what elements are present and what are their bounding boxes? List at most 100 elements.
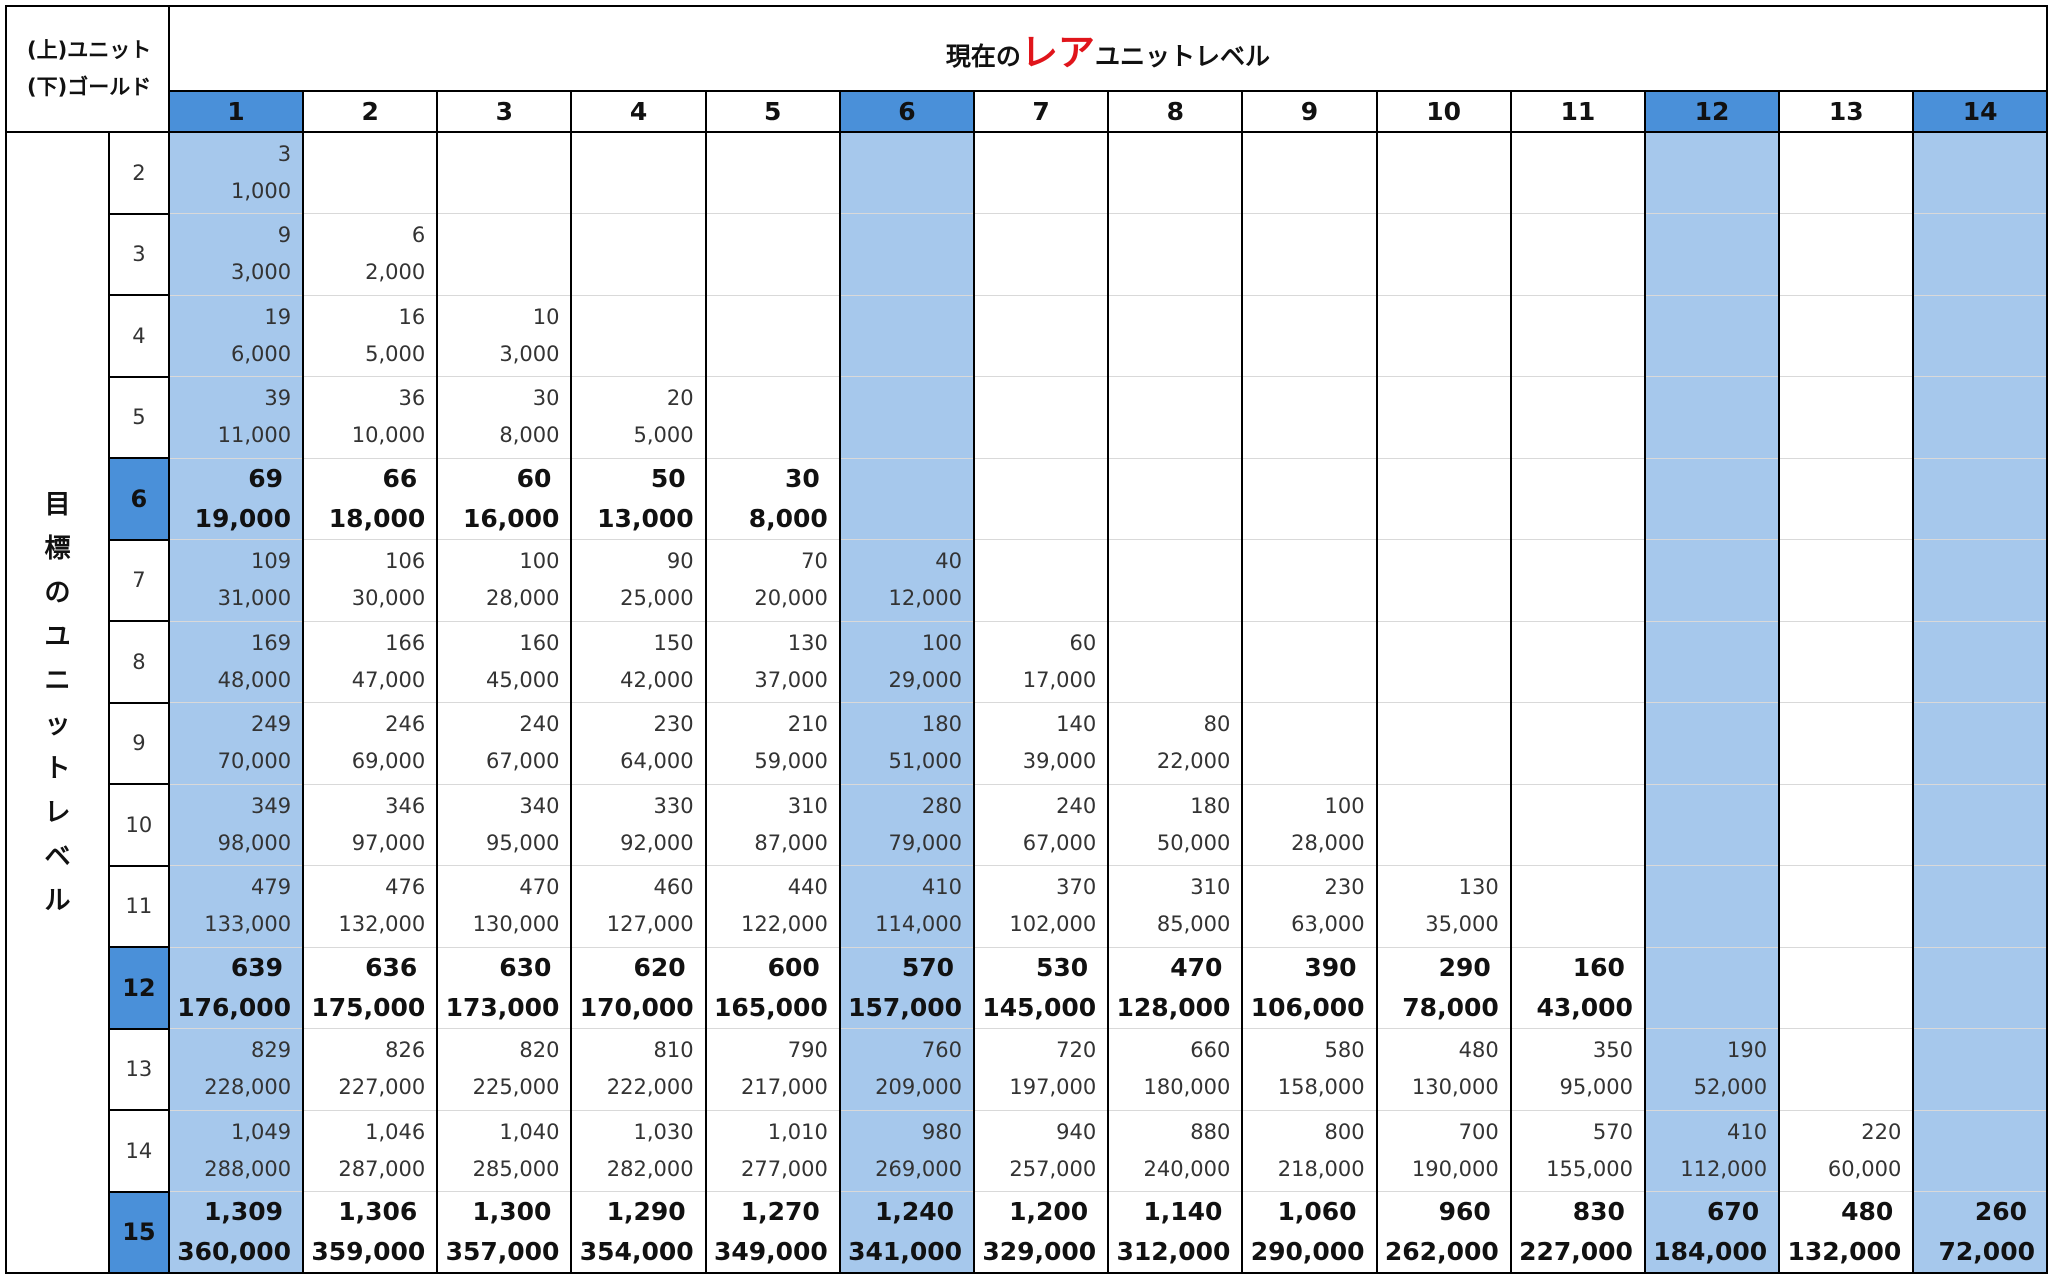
cost-cell [1778,784,1915,866]
unit-cost: 810 [653,1038,694,1063]
unit-cost: 66 [382,463,418,493]
unit-cost: 246 [385,712,426,737]
unit-cost: 470 [519,875,560,900]
cost-cell: 36 10,000 [302,376,439,459]
cost-cell: 30 8,000 [436,376,573,459]
target-level-15: 15 [107,1190,170,1274]
cost-cell: 210 59,000 [704,702,841,785]
cost-cell: 410 114,000 [838,865,976,948]
gold-cost: 72,000 [1938,1237,2035,1266]
title-suffix: ユニットレベル [1094,41,1270,71]
target-level-row-14: 14 1,049 288,000 1,046 287,000 1,040 285,000 1,… [6,1109,2048,1193]
cost-cell: 1,300 357,000 [436,1191,573,1274]
cost-cell [1778,539,1915,622]
gold-cost: 8,000 [748,503,828,533]
cost-cell: 1,290 354,000 [570,1191,707,1274]
gold-cost: 64,000 [620,749,694,774]
unit-cost: 940 [1056,1119,1097,1144]
gold-cost: 359,000 [311,1237,426,1266]
gold-cost: 132,000 [338,912,426,937]
target-level-row-11: 11 479 133,000 476 132,000 470 130,000 460 127,0… [6,864,2048,948]
unit-cost: 240 [519,712,560,737]
cost-cell: 240 67,000 [973,784,1110,866]
unit-cost: 350 [1592,1038,1633,1063]
current-level-9: 9 [1241,90,1378,133]
target-level-row-6: 6 69 19,000 66 18,000 60 16,000 50 13,000 30 8,000 [6,457,2048,541]
unit-cost: 230 [653,712,694,737]
unit-cost: 1,240 [874,1197,955,1226]
cost-cell: 1,270 349,000 [704,1191,841,1274]
unit-cost: 260 [1974,1197,2027,1226]
axis-label-char: ニ [44,665,71,696]
cost-cell: 220 60,000 [1778,1110,1915,1192]
upgrade-cost-table: (上)ユニット (下)ゴールド 現在のレアユニットレベル 1 2 3 4 5 6 7 8 9 10… [5,5,2048,1274]
cost-cell: 370 102,000 [973,865,1110,948]
gold-cost: 176,000 [177,992,292,1022]
gold-cost: 287,000 [338,1156,426,1181]
cost-cell: 760 209,000 [838,1028,976,1111]
gold-cost: 218,000 [1277,1156,1365,1181]
unit-cost: 100 [519,549,560,574]
gold-cost: 349,000 [713,1237,828,1266]
cost-cell: 6 2,000 [302,213,439,296]
axis-label-char: レ [44,797,71,828]
gold-cost: 67,000 [1022,830,1097,855]
cost-cell [1778,458,1915,540]
gold-cost: 30,000 [351,586,426,611]
unit-cost: 310 [1190,875,1231,900]
cost-cell [1107,376,1244,459]
target-level-axis-label: 目標のユニットレベル [5,131,110,1274]
cost-cell: 349 98,000 [167,784,305,866]
unit-cost: 480 [1458,1038,1499,1063]
cost-cell: 570 155,000 [1509,1110,1646,1192]
target-level-5: 5 [107,375,170,459]
unit-cost: 6 [411,223,426,248]
cost-cell: 390 106,000 [1241,947,1378,1029]
target-level-row-12: 12 639 176,000 636 175,000 630 173,000 620 170,0… [6,946,2048,1030]
current-level-5: 5 [704,90,841,133]
cost-cell [1241,702,1378,785]
unit-cost: 180 [921,712,963,737]
unit-cost: 330 [653,793,694,818]
cost-cell: 1,046 287,000 [302,1110,439,1192]
cost-cell: 980 269,000 [838,1110,976,1192]
cost-cell: 150 42,000 [570,621,707,703]
gold-cost: 98,000 [217,830,292,855]
cost-cell [838,376,976,459]
unit-cost: 826 [385,1038,426,1063]
cost-cell [1509,621,1646,703]
cost-cell [1778,295,1915,377]
cost-cell [973,295,1110,377]
current-level-10: 10 [1375,90,1512,133]
gold-cost: 341,000 [848,1237,963,1266]
unit-cost: 30 [532,386,560,411]
cost-cell: 829 228,000 [167,1028,305,1111]
gold-cost: 13,000 [597,503,694,533]
cost-cell [704,213,841,296]
gold-cost: 70,000 [217,749,292,774]
cost-cell [973,376,1110,459]
cost-cell [1643,213,1781,296]
gold-cost: 37,000 [754,667,828,692]
unit-cost: 9 [277,223,292,248]
gold-cost: 132,000 [1787,1237,1902,1266]
cost-cell [1375,539,1512,622]
cost-cell: 480 130,000 [1375,1028,1512,1111]
unit-cost: 230 [1324,875,1365,900]
axis-label-char: ト [44,753,71,784]
cost-cell [1643,376,1781,459]
cost-cell [1912,1110,2048,1192]
cost-cell: 1,240 341,000 [838,1191,976,1274]
target-level-row-2: 目標のユニットレベル 2 3 1,000 [5,131,2048,1274]
unit-cost: 90 [666,549,694,574]
current-level-6: 6 [838,90,976,133]
gold-cost: 10,000 [351,423,426,448]
unit-cost: 310 [787,793,828,818]
cost-cell [973,213,1110,296]
gold-cost: 130,000 [1411,1075,1499,1100]
cost-cell [1375,295,1512,377]
gold-cost: 16,000 [462,503,560,533]
cost-cell: 826 227,000 [302,1028,439,1111]
cost-cell: 160 45,000 [436,621,573,703]
cost-cell: 630 173,000 [436,947,573,1029]
